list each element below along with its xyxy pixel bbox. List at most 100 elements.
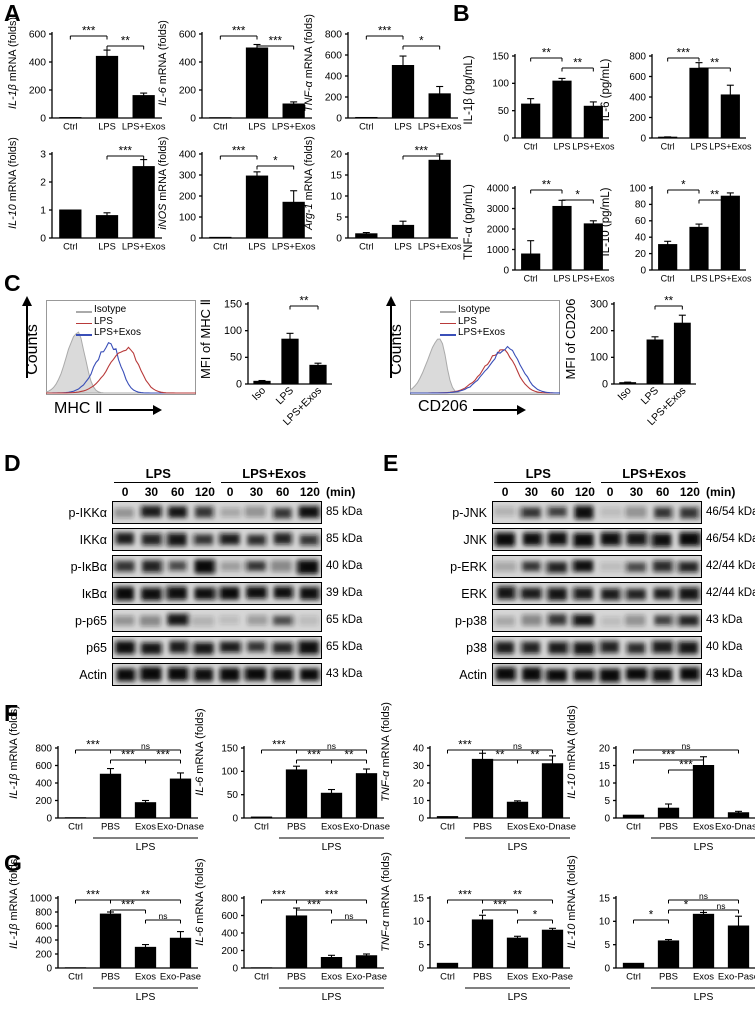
svg-text:*: * — [684, 900, 689, 912]
svg-text:3: 3 — [40, 149, 46, 160]
svg-text:***: *** — [232, 26, 246, 38]
svg-text:0: 0 — [40, 113, 46, 124]
svg-text:*: * — [649, 910, 654, 922]
svg-text:PBS: PBS — [101, 822, 120, 833]
svg-text:LPS+Exos: LPS+Exos — [122, 122, 166, 132]
svg-text:0: 0 — [503, 133, 509, 144]
svg-text:0: 0 — [336, 233, 342, 244]
svg-text:*: * — [681, 180, 686, 192]
svg-text:100: 100 — [590, 352, 608, 364]
svg-text:Exo-Dnase: Exo-Dnase — [157, 822, 204, 833]
svg-text:***: *** — [156, 750, 170, 762]
svg-text:2: 2 — [40, 177, 46, 188]
svg-text:Ctrl: Ctrl — [524, 274, 538, 284]
svg-text:3000: 3000 — [487, 204, 510, 215]
svg-text:100: 100 — [492, 79, 509, 90]
svg-text:400: 400 — [179, 149, 196, 160]
svg-text:10: 10 — [599, 778, 611, 789]
svg-text:*: * — [273, 156, 278, 168]
svg-text:Exos: Exos — [135, 822, 156, 833]
svg-text:200: 200 — [590, 325, 608, 337]
svg-text:600: 600 — [35, 761, 52, 772]
svg-text:**: ** — [496, 750, 505, 762]
svg-text:PBS: PBS — [287, 972, 306, 983]
svg-text:***: *** — [307, 900, 321, 912]
svg-text:4000: 4000 — [487, 183, 510, 194]
svg-text:ns: ns — [327, 741, 336, 751]
svg-text:200: 200 — [35, 949, 52, 960]
svg-text:Ctrl: Ctrl — [661, 142, 675, 152]
svg-text:*: * — [575, 190, 580, 202]
svg-text:15: 15 — [331, 170, 343, 181]
svg-text:***: *** — [121, 750, 135, 762]
svg-text:600: 600 — [35, 921, 52, 932]
svg-text:15: 15 — [599, 893, 611, 904]
svg-text:40: 40 — [635, 233, 647, 244]
svg-text:200: 200 — [221, 946, 238, 957]
svg-text:**: ** — [531, 750, 540, 762]
svg-text:ns: ns — [345, 911, 354, 921]
svg-text:0: 0 — [336, 113, 342, 124]
svg-text:200: 200 — [325, 92, 342, 103]
svg-text:100: 100 — [221, 767, 238, 778]
svg-text:0: 0 — [236, 378, 242, 390]
svg-text:*: * — [533, 910, 538, 922]
svg-text:LPS: LPS — [553, 142, 570, 152]
svg-text:Exo-Pase: Exo-Pase — [346, 972, 387, 983]
svg-text:200: 200 — [629, 113, 646, 124]
svg-text:LPS: LPS — [690, 142, 707, 152]
svg-text:5: 5 — [336, 212, 342, 223]
svg-text:Exos: Exos — [321, 972, 342, 983]
svg-text:**: ** — [664, 296, 673, 308]
svg-text:Ctrl: Ctrl — [68, 972, 83, 983]
svg-text:Exos: Exos — [135, 972, 156, 983]
svg-text:LPS: LPS — [136, 841, 156, 853]
svg-text:**: ** — [710, 58, 719, 70]
svg-text:200: 200 — [179, 191, 196, 202]
svg-text:***: *** — [272, 890, 286, 902]
svg-text:600: 600 — [29, 29, 46, 40]
svg-text:LPS: LPS — [553, 274, 570, 284]
svg-text:***: *** — [121, 900, 135, 912]
svg-text:PBS: PBS — [101, 972, 120, 983]
svg-text:Ctrl: Ctrl — [63, 122, 77, 132]
svg-text:1: 1 — [40, 205, 46, 216]
svg-text:LPS: LPS — [248, 242, 266, 252]
svg-text:LPS: LPS — [136, 991, 156, 1003]
svg-text:Exos: Exos — [507, 972, 528, 983]
svg-text:50: 50 — [498, 106, 510, 117]
svg-text:**: ** — [513, 890, 522, 902]
svg-text:LPS: LPS — [694, 991, 714, 1003]
svg-text:Ctrl: Ctrl — [213, 122, 227, 132]
svg-text:Exos: Exos — [507, 822, 528, 833]
svg-text:***: *** — [415, 146, 429, 158]
svg-text:400: 400 — [179, 57, 196, 68]
svg-text:50: 50 — [227, 790, 239, 801]
svg-text:Ctrl: Ctrl — [254, 822, 269, 833]
svg-text:600: 600 — [179, 29, 196, 40]
svg-text:0: 0 — [46, 813, 52, 824]
svg-text:Iso: Iso — [250, 385, 269, 404]
svg-text:15: 15 — [599, 761, 611, 772]
svg-text:Exo-Dnase: Exo-Dnase — [529, 822, 576, 833]
svg-text:LPS: LPS — [639, 385, 662, 408]
svg-text:***: *** — [232, 146, 246, 158]
svg-text:Exo-Dnase: Exo-Dnase — [715, 822, 755, 833]
svg-text:0: 0 — [418, 813, 424, 824]
svg-text:ns: ns — [513, 741, 522, 751]
svg-text:***: *** — [86, 890, 100, 902]
svg-text:600: 600 — [221, 911, 238, 922]
svg-text:PBS: PBS — [473, 822, 492, 833]
svg-text:PBS: PBS — [287, 822, 306, 833]
svg-text:20: 20 — [413, 778, 425, 789]
svg-text:0: 0 — [640, 265, 646, 276]
svg-text:5: 5 — [604, 796, 610, 807]
svg-text:ns: ns — [159, 911, 168, 921]
svg-text:Ctrl: Ctrl — [63, 242, 77, 252]
svg-text:300: 300 — [590, 298, 608, 310]
svg-text:LPS: LPS — [322, 841, 342, 853]
svg-text:0: 0 — [418, 963, 424, 974]
svg-text:0: 0 — [503, 265, 509, 276]
svg-text:150: 150 — [492, 51, 509, 62]
svg-text:LPS: LPS — [690, 274, 707, 284]
